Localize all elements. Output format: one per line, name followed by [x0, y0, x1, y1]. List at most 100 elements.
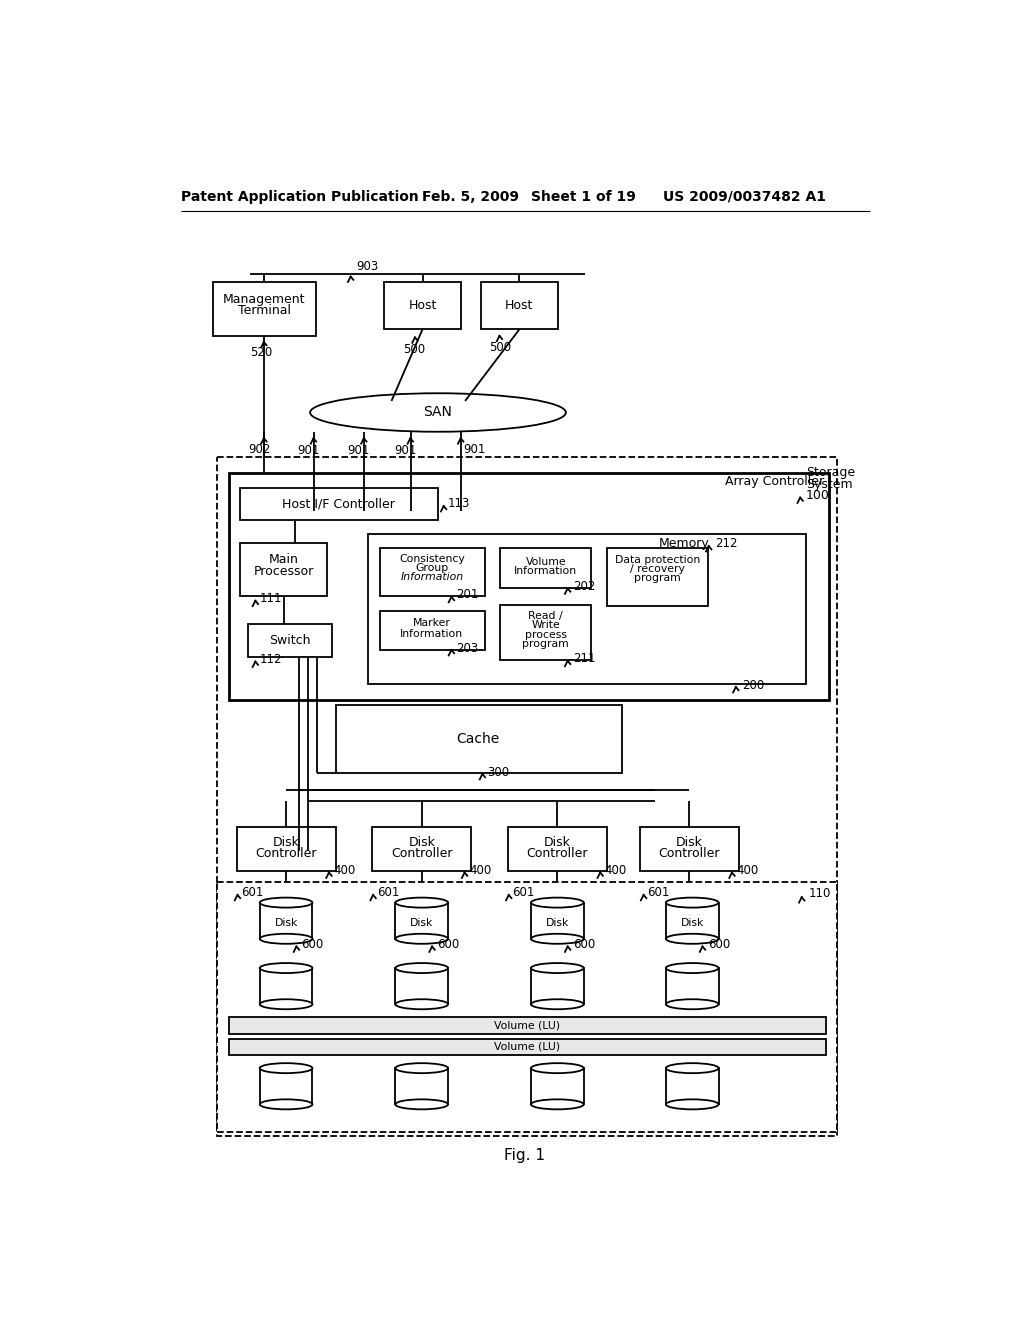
Ellipse shape [260, 933, 312, 944]
Text: Main: Main [269, 553, 299, 566]
Text: program: program [522, 639, 569, 649]
Bar [228, 1016, 825, 1034]
Text: US 2009/0037482 A1: US 2009/0037482 A1 [663, 190, 825, 203]
Bar [500, 548, 592, 589]
Bar [666, 1068, 719, 1105]
Text: 400: 400 [469, 865, 492, 878]
Text: Feb. 5, 2009: Feb. 5, 2009 [423, 190, 519, 203]
Text: 201: 201 [457, 589, 479, 602]
Text: Volume: Volume [525, 557, 566, 566]
Bar [248, 624, 332, 656]
Bar [228, 473, 829, 700]
Bar [237, 826, 336, 871]
Ellipse shape [395, 898, 449, 908]
Text: Disk: Disk [546, 917, 569, 928]
Bar [241, 544, 328, 595]
Bar [531, 968, 584, 1005]
Ellipse shape [666, 964, 719, 973]
Text: 400: 400 [736, 865, 759, 878]
Text: 100: 100 [806, 490, 830, 502]
Text: Disk: Disk [410, 917, 433, 928]
Text: Consistency: Consistency [399, 554, 465, 564]
Text: process: process [524, 630, 566, 640]
Text: 400: 400 [604, 865, 627, 878]
Bar [666, 903, 719, 939]
Text: Disk: Disk [272, 836, 300, 849]
Text: 600: 600 [437, 939, 460, 952]
Text: Terminal: Terminal [238, 305, 291, 317]
Text: Cache: Cache [457, 733, 500, 746]
Ellipse shape [531, 1063, 584, 1073]
Text: Host I/F Controller: Host I/F Controller [283, 498, 395, 511]
Ellipse shape [310, 393, 566, 432]
Text: Fig. 1: Fig. 1 [504, 1148, 546, 1163]
Text: 500: 500 [489, 342, 511, 354]
Text: Disk: Disk [544, 836, 570, 849]
Text: Array Controller: Array Controller [725, 475, 824, 488]
Text: System: System [806, 478, 853, 491]
Ellipse shape [666, 933, 719, 944]
Ellipse shape [531, 1100, 584, 1109]
Bar [666, 968, 719, 1005]
Bar [217, 457, 838, 1137]
Bar [480, 281, 558, 330]
Text: Volume (LU): Volume (LU) [494, 1041, 560, 1052]
Bar [380, 611, 484, 649]
Bar [395, 1068, 449, 1105]
Text: 112: 112 [260, 653, 283, 667]
Text: Controller: Controller [658, 847, 720, 861]
Text: Disk: Disk [274, 917, 298, 928]
Text: 202: 202 [572, 579, 595, 593]
Ellipse shape [260, 964, 312, 973]
Ellipse shape [395, 1063, 449, 1073]
Text: 601: 601 [241, 887, 263, 899]
Text: Information: Information [400, 573, 464, 582]
Text: 110: 110 [809, 887, 830, 900]
Ellipse shape [260, 1100, 312, 1109]
Text: program: program [634, 573, 681, 583]
Bar [336, 705, 623, 774]
Ellipse shape [531, 933, 584, 944]
Bar [640, 826, 738, 871]
Text: Storage: Storage [806, 466, 855, 479]
Bar [500, 605, 592, 660]
Text: 200: 200 [741, 678, 764, 692]
Text: Marker: Marker [413, 619, 451, 628]
Bar [372, 826, 471, 871]
Ellipse shape [531, 898, 584, 908]
Text: Sheet 1 of 19: Sheet 1 of 19 [531, 190, 636, 203]
Text: 300: 300 [487, 766, 510, 779]
Ellipse shape [260, 898, 312, 908]
Ellipse shape [260, 999, 312, 1010]
Text: 600: 600 [302, 939, 324, 952]
Text: Memory: Memory [658, 537, 710, 550]
Text: 500: 500 [403, 343, 425, 356]
Text: 901: 901 [464, 444, 486, 455]
Text: 901: 901 [394, 444, 416, 457]
Text: Patent Application Publication: Patent Application Publication [180, 190, 419, 203]
Text: 111: 111 [260, 593, 283, 606]
Ellipse shape [395, 999, 449, 1010]
Ellipse shape [395, 1100, 449, 1109]
Ellipse shape [666, 1100, 719, 1109]
Text: Disk: Disk [681, 917, 703, 928]
Bar [213, 281, 315, 335]
Bar [260, 968, 312, 1005]
Bar [531, 1068, 584, 1105]
Ellipse shape [395, 933, 449, 944]
Text: 601: 601 [512, 887, 535, 899]
Text: 901: 901 [347, 444, 370, 457]
Ellipse shape [666, 999, 719, 1010]
Text: Data protection: Data protection [614, 554, 700, 565]
Text: 520: 520 [251, 346, 272, 359]
Bar [395, 968, 449, 1005]
Text: 903: 903 [356, 260, 379, 273]
Bar [607, 548, 708, 606]
Text: 601: 601 [647, 887, 670, 899]
Ellipse shape [666, 898, 719, 908]
Text: Controller: Controller [391, 847, 453, 861]
Text: Information: Information [400, 630, 464, 639]
Text: 211: 211 [572, 652, 595, 665]
Ellipse shape [531, 964, 584, 973]
Text: 212: 212 [715, 537, 737, 550]
